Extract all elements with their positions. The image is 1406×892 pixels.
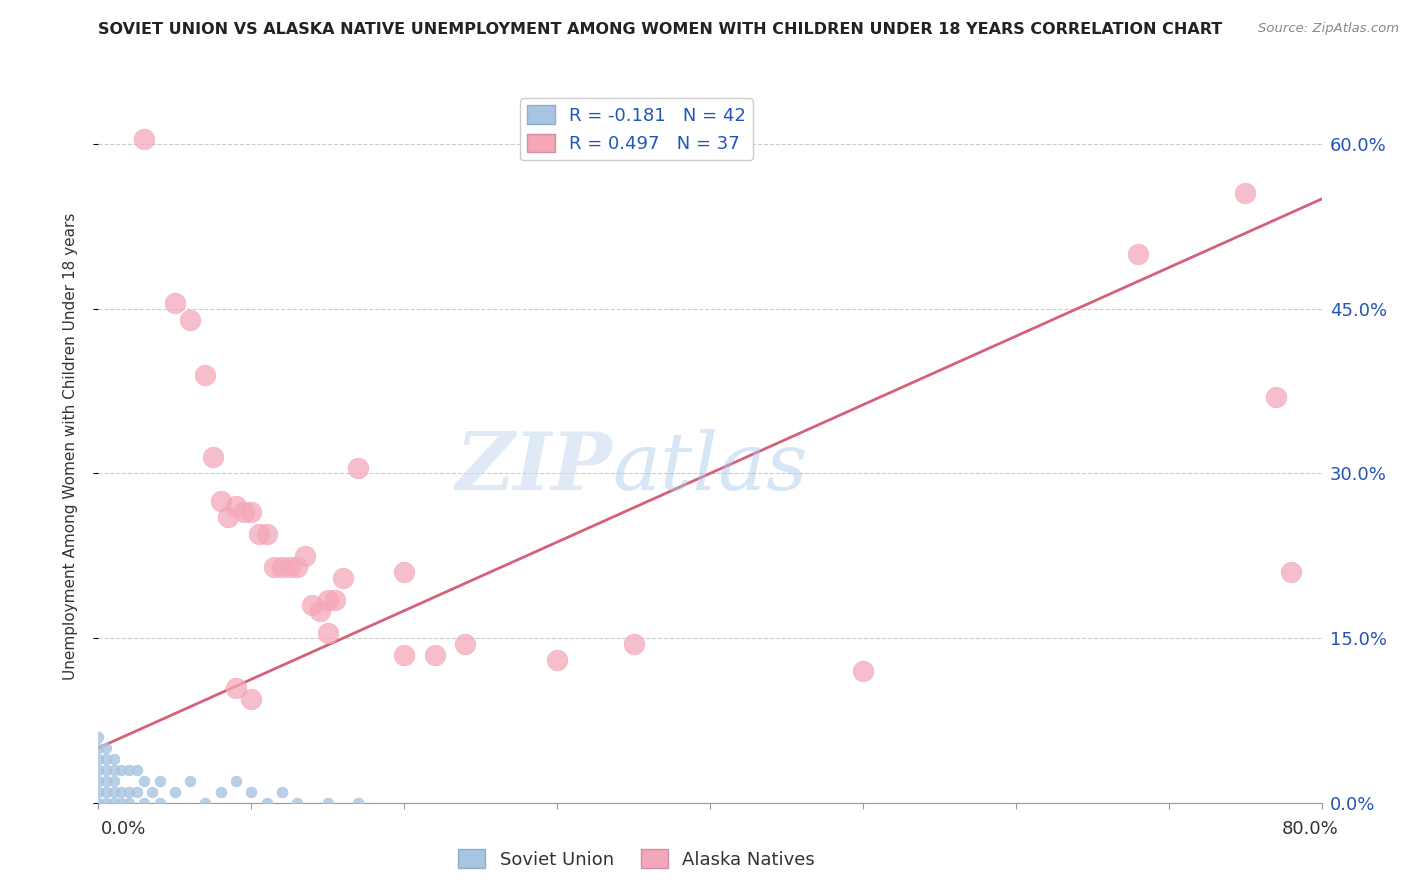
- Point: [118, 785, 141, 799]
- Point: [134, 773, 156, 788]
- Point: [225, 500, 247, 514]
- Point: [94, 785, 117, 799]
- Point: [103, 796, 125, 810]
- Point: [94, 740, 117, 755]
- Text: Source: ZipAtlas.com: Source: ZipAtlas.com: [1258, 22, 1399, 36]
- Point: [423, 648, 446, 662]
- Point: [301, 598, 323, 612]
- Point: [194, 368, 217, 382]
- Point: [149, 796, 172, 810]
- Text: ZIP: ZIP: [456, 429, 612, 506]
- Legend: Soviet Union, Alaska Natives: Soviet Union, Alaska Natives: [451, 842, 823, 876]
- Point: [256, 796, 278, 810]
- Point: [110, 785, 132, 799]
- Point: [209, 494, 232, 508]
- Point: [194, 796, 217, 810]
- Point: [87, 763, 110, 777]
- Point: [141, 785, 163, 799]
- Point: [134, 131, 156, 145]
- Point: [87, 730, 110, 744]
- Point: [179, 312, 201, 326]
- Point: [179, 773, 201, 788]
- Point: [94, 752, 117, 766]
- Point: [103, 773, 125, 788]
- Point: [87, 773, 110, 788]
- Point: [285, 796, 308, 810]
- Point: [1128, 247, 1150, 261]
- Point: [316, 625, 339, 640]
- Point: [852, 664, 875, 678]
- Point: [256, 526, 278, 541]
- Point: [240, 785, 263, 799]
- Point: [270, 785, 292, 799]
- Point: [217, 510, 239, 524]
- Point: [309, 604, 332, 618]
- Point: [103, 785, 125, 799]
- Point: [202, 450, 225, 464]
- Point: [247, 526, 270, 541]
- Point: [87, 796, 110, 810]
- Point: [454, 637, 477, 651]
- Point: [94, 763, 117, 777]
- Text: atlas: atlas: [612, 429, 807, 506]
- Y-axis label: Unemployment Among Women with Children Under 18 years: Unemployment Among Women with Children U…: [63, 212, 77, 680]
- Point: [1264, 390, 1286, 404]
- Text: 80.0%: 80.0%: [1282, 820, 1339, 838]
- Point: [134, 796, 156, 810]
- Point: [225, 681, 247, 695]
- Point: [316, 796, 339, 810]
- Point: [163, 785, 186, 799]
- Point: [118, 796, 141, 810]
- Point: [240, 505, 263, 519]
- Point: [294, 549, 316, 563]
- Point: [125, 785, 148, 799]
- Point: [209, 785, 232, 799]
- Point: [94, 773, 117, 788]
- Point: [163, 296, 186, 310]
- Point: [278, 559, 301, 574]
- Point: [87, 740, 110, 755]
- Point: [325, 592, 347, 607]
- Point: [546, 653, 568, 667]
- Point: [1279, 566, 1302, 580]
- Point: [316, 592, 339, 607]
- Point: [392, 566, 416, 580]
- Point: [240, 691, 263, 706]
- Point: [103, 763, 125, 777]
- Point: [149, 773, 172, 788]
- Point: [392, 648, 416, 662]
- Point: [1234, 186, 1257, 201]
- Text: 0.0%: 0.0%: [101, 820, 146, 838]
- Point: [347, 461, 370, 475]
- Point: [87, 752, 110, 766]
- Point: [285, 559, 308, 574]
- Point: [332, 571, 354, 585]
- Text: SOVIET UNION VS ALASKA NATIVE UNEMPLOYMENT AMONG WOMEN WITH CHILDREN UNDER 18 YE: SOVIET UNION VS ALASKA NATIVE UNEMPLOYME…: [98, 22, 1223, 37]
- Point: [263, 559, 285, 574]
- Point: [87, 785, 110, 799]
- Point: [225, 773, 247, 788]
- Point: [103, 752, 125, 766]
- Point: [623, 637, 645, 651]
- Point: [118, 763, 141, 777]
- Point: [94, 796, 117, 810]
- Point: [110, 763, 132, 777]
- Point: [347, 796, 370, 810]
- Point: [125, 763, 148, 777]
- Point: [232, 505, 254, 519]
- Point: [110, 796, 132, 810]
- Point: [270, 559, 292, 574]
